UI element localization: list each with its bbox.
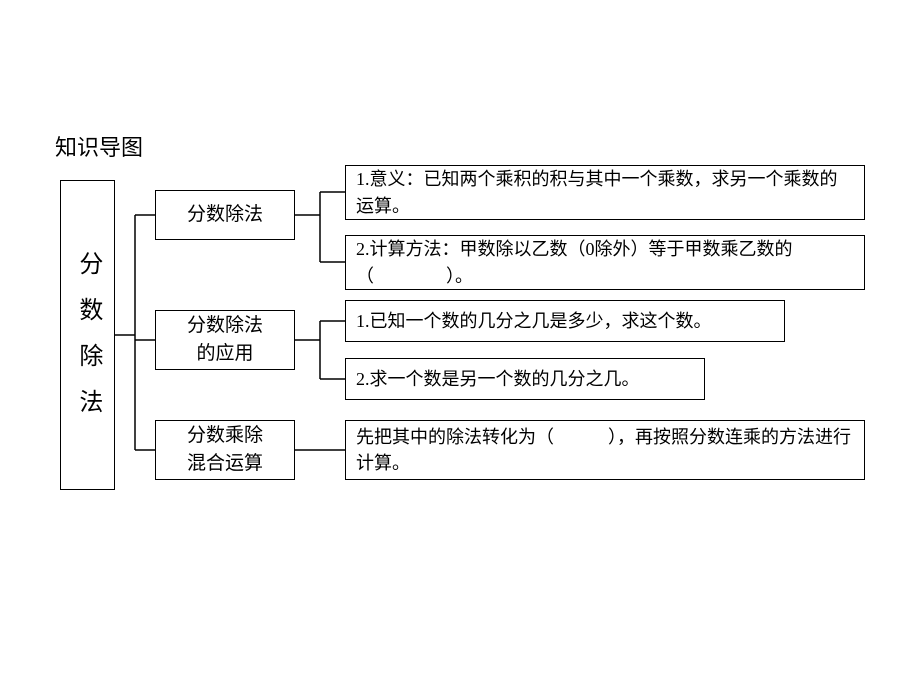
- leaf-app2: 2.求一个数是另一个数的几分之几。: [345, 358, 705, 400]
- mid-node-application: 分数除法 的应用: [155, 310, 295, 370]
- connector-lines: [0, 0, 920, 690]
- leaf-mixed: 先把其中的除法转化为（ ），再按照分数连乘的方法进行计算。: [345, 420, 865, 480]
- root-node: 分数除法: [60, 180, 115, 490]
- mid-node-mixed: 分数乘除 混合运算: [155, 420, 295, 480]
- leaf-app1: 1.已知一个数的几分之几是多少，求这个数。: [345, 300, 785, 342]
- leaf-meaning: 1.意义：已知两个乘积的积与其中一个乘数，求另一个乘数的运算。: [345, 165, 865, 220]
- diagram-canvas: 知识导图 分数除法 分: [0, 0, 920, 690]
- mid-node-division: 分数除法: [155, 190, 295, 240]
- leaf-method: 2.计算方法：甲数除以乙数（0除外）等于甲数乘乙数的（ ）。: [345, 235, 865, 290]
